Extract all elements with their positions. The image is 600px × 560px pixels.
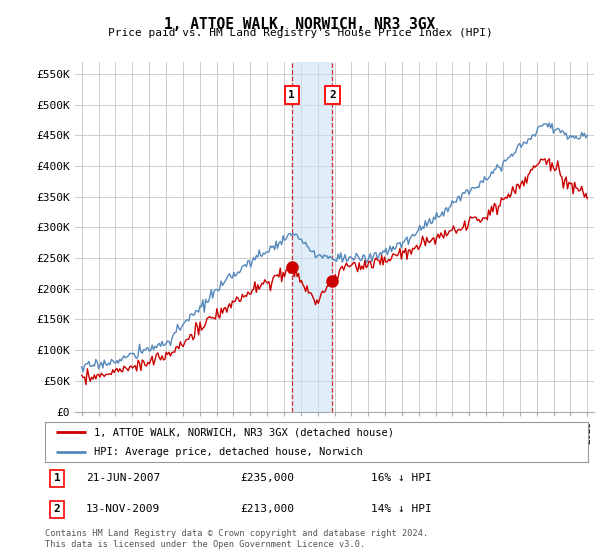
Text: 1: 1 bbox=[53, 473, 61, 483]
Text: 14% ↓ HPI: 14% ↓ HPI bbox=[371, 504, 431, 514]
Text: 1, ATTOE WALK, NORWICH, NR3 3GX: 1, ATTOE WALK, NORWICH, NR3 3GX bbox=[164, 17, 436, 32]
Text: Price paid vs. HM Land Registry's House Price Index (HPI): Price paid vs. HM Land Registry's House … bbox=[107, 28, 493, 38]
Text: 1: 1 bbox=[289, 90, 295, 100]
Text: Contains HM Land Registry data © Crown copyright and database right 2024.
This d: Contains HM Land Registry data © Crown c… bbox=[45, 529, 428, 549]
Text: 1, ATTOE WALK, NORWICH, NR3 3GX (detached house): 1, ATTOE WALK, NORWICH, NR3 3GX (detache… bbox=[94, 427, 394, 437]
Text: 2: 2 bbox=[53, 504, 61, 514]
Bar bbox=[292, 62, 332, 412]
Text: £235,000: £235,000 bbox=[241, 473, 295, 483]
Text: 21-JUN-2007: 21-JUN-2007 bbox=[86, 473, 160, 483]
Text: 13-NOV-2009: 13-NOV-2009 bbox=[86, 504, 160, 514]
Text: £213,000: £213,000 bbox=[241, 504, 295, 514]
Text: HPI: Average price, detached house, Norwich: HPI: Average price, detached house, Norw… bbox=[94, 446, 362, 456]
Text: 2: 2 bbox=[329, 90, 335, 100]
Text: 16% ↓ HPI: 16% ↓ HPI bbox=[371, 473, 431, 483]
